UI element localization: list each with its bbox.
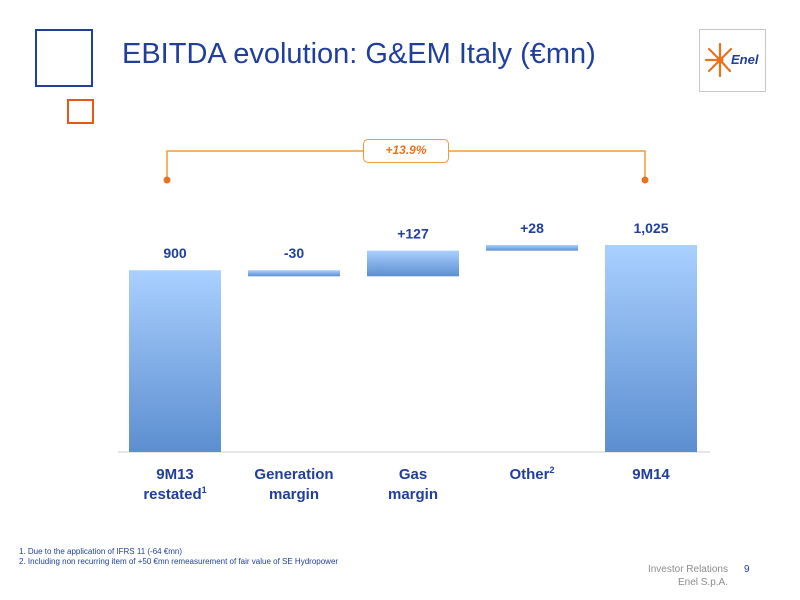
decorative-square-blue: [35, 29, 93, 87]
page-number: 9: [744, 564, 750, 575]
footer-company: Investor Relations Enel S.p.A.: [610, 563, 728, 589]
category-label-3-line1: Other2: [509, 465, 554, 483]
footnote-2: 2. Including non recurring item of +50 €…: [19, 557, 339, 566]
footnote-1: 1. Due to the application of IFRS 11 (-6…: [19, 547, 183, 556]
value-label-4: 1,025: [633, 220, 668, 236]
category-label-0-line2: restated1: [143, 485, 206, 503]
growth-bracket: [163, 150, 649, 184]
enel-logo: Enel: [699, 29, 766, 92]
category-label-0-line1: 9M13: [156, 466, 194, 483]
category-label-2-line1: Gas: [399, 466, 427, 483]
category-label-2-line2: margin: [388, 486, 438, 503]
bar-0: [129, 270, 221, 452]
footer-line-1: Investor Relations: [647, 564, 728, 575]
category-label-1-line2: margin: [269, 486, 319, 503]
decorative-square-orange: [67, 99, 94, 124]
value-label-2: +127: [397, 226, 429, 242]
bracket-start-marker: [163, 176, 171, 184]
enel-sun-icon: [704, 42, 733, 78]
slide-title: EBITDA evolution: G&EM Italy (€mn): [122, 38, 596, 70]
bracket-end-marker: [641, 176, 649, 184]
bar-4: [605, 245, 697, 452]
value-label-0: 900: [163, 245, 187, 261]
bar-1: [248, 270, 340, 277]
bar-3: [486, 245, 578, 251]
category-label-1-line1: Generation: [254, 466, 333, 483]
bar-2: [367, 250, 459, 277]
value-label-1: -30: [284, 245, 304, 261]
category-sup-0: 1: [202, 485, 207, 495]
growth-badge: +13.9%: [363, 139, 449, 163]
category-sup-3: 2: [550, 465, 555, 475]
category-label-4-line1: 9M14: [632, 466, 670, 483]
value-label-3: +28: [520, 220, 544, 236]
enel-logo-text: Enel: [731, 52, 759, 67]
footer-line-2: Enel S.p.A.: [677, 577, 728, 588]
footnotes: 1. Due to the application of IFRS 11 (-6…: [19, 547, 338, 567]
